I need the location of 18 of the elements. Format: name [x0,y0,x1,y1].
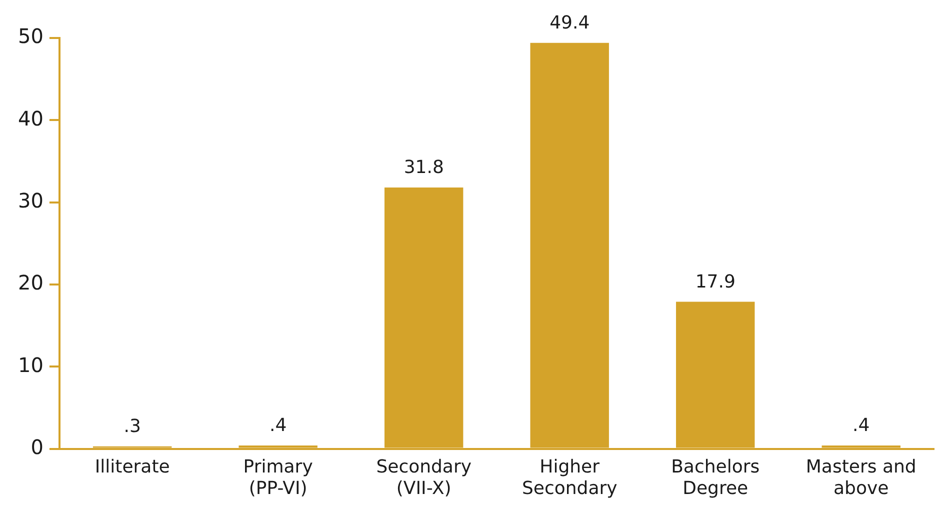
x-tick-label: Primary (PP-VI) [243,456,314,499]
x-tick-label: Masters and above [806,456,916,499]
x-tick-label: Illiterate [94,456,170,478]
data-label: .3 [124,416,141,438]
data-label: .4 [852,415,870,436]
data-label: 17.9 [695,271,736,292]
y-tick-label: 30 [18,188,44,213]
y-tick-label: 40 [18,106,44,130]
x-tick-label: Bachelors Degree [671,456,760,499]
data-label: 49.4 [550,12,590,34]
y-tick-label: 20 [18,270,44,295]
y-tick-label: 0 [30,435,44,460]
data-label: .4 [269,415,287,436]
x-tick-label: Higher Secondary [522,456,618,499]
x-tick-label: Secondary (VII-X) [376,456,472,499]
data-label: 31.8 [404,157,444,178]
y-tick-label: 50 [18,24,44,48]
y-tick-label: 10 [18,352,44,377]
